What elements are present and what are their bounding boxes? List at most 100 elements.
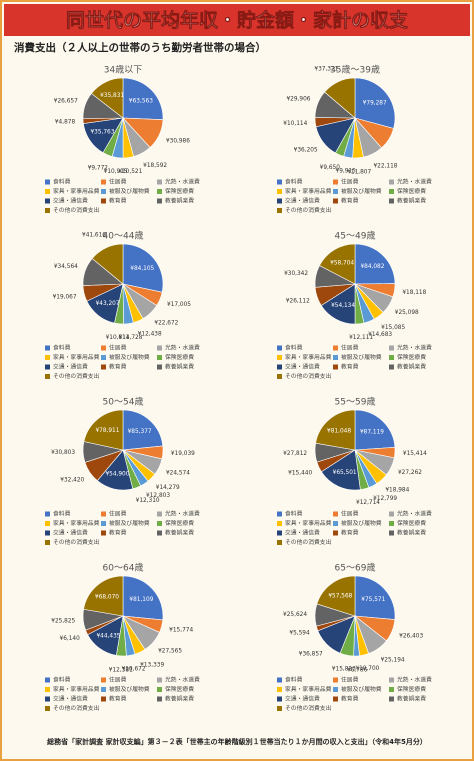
legend-label: 家具・家事用品費 (53, 187, 100, 195)
data-label: ¥75,571 (361, 597, 385, 603)
data-label: ¥10,672 (122, 666, 146, 672)
footer-source: 総務省「家計調査 家計収支編」第３－２表「世帯主の年齢階級別１世帯当たり１か月間… (47, 737, 427, 746)
data-label: ¥85,377 (128, 429, 152, 435)
legend-swatch (277, 198, 282, 204)
legend-swatch (101, 511, 106, 517)
legend-label: その他の消費支出 (285, 538, 332, 546)
data-label: ¥10,114 (283, 121, 307, 127)
legend-swatch (45, 374, 50, 379)
legend-swatch (45, 179, 50, 185)
legend-swatch (101, 179, 106, 185)
legend-swatch (333, 530, 338, 536)
legend-label: 被服及び履物費 (109, 187, 150, 195)
legend-swatch (277, 189, 282, 194)
chart-title: 55～59歳 (335, 396, 376, 408)
legend-label: 教養娯楽費 (397, 363, 426, 371)
legend-label: 交通・通信費 (53, 197, 88, 205)
legend-swatch (45, 530, 50, 536)
legend-swatch (157, 364, 162, 370)
legend-label: 光熱・水道費 (397, 676, 432, 684)
data-label: ¥13,339 (140, 662, 164, 668)
data-label: ¥29,906 (286, 96, 310, 102)
legend-label: 交通・通信費 (285, 363, 320, 371)
data-label: ¥22,672 (154, 320, 178, 326)
data-label: ¥15,440 (288, 471, 312, 477)
data-label: ¥57,568 (328, 593, 352, 599)
data-label: ¥30,803 (51, 450, 75, 456)
legend-swatch (389, 521, 394, 526)
data-label: ¥12,799 (373, 496, 397, 502)
legend-swatch (101, 198, 106, 204)
legend-swatch (157, 696, 162, 702)
legend-label: 教育費 (341, 363, 359, 371)
legend-label: 住居費 (341, 344, 359, 352)
legend-label: 保険医療費 (397, 685, 426, 693)
page-title: 同世代の平均年収・貯金額・家計の収支 (66, 9, 409, 32)
legend-swatch (333, 179, 338, 185)
legend-swatch (45, 189, 50, 194)
pie-slice (354, 575, 396, 620)
data-label: ¥22,118 (373, 164, 397, 170)
data-label: ¥18,118 (402, 290, 426, 296)
legend-label: 教育費 (109, 529, 127, 537)
legend-swatch (389, 179, 394, 185)
legend-swatch (101, 189, 106, 194)
data-label: ¥87,119 (360, 429, 384, 435)
legend-label: 食料費 (53, 510, 71, 518)
legend-label: 食料費 (53, 344, 71, 352)
legend-label: 保険医療費 (397, 353, 426, 361)
pie-slice (315, 409, 356, 451)
legend-label: 光熱・水道費 (165, 178, 200, 186)
legend-label: 交通・通信費 (285, 197, 320, 205)
legend-label: 保険医療費 (397, 187, 426, 195)
legend-swatch (277, 687, 282, 692)
subtitle: 消費支出（２人以上の世帯のうち勤労者世帯の場合） (14, 41, 266, 54)
pie-slice (122, 243, 164, 293)
data-label: ¥17,005 (167, 302, 191, 308)
data-label: ¥79,287 (363, 100, 387, 106)
legend-label: 教育費 (109, 695, 127, 703)
data-label: ¥26,112 (286, 299, 310, 305)
legend-swatch (277, 355, 282, 360)
data-label: ¥36,205 (294, 148, 318, 154)
data-label: ¥32,420 (60, 478, 84, 484)
legend-label: 被服及び履物費 (341, 353, 382, 361)
legend-label: 被服及び履物費 (109, 353, 150, 361)
data-label: ¥18,592 (143, 163, 167, 169)
legend-swatch (389, 355, 394, 360)
pie-slice (319, 243, 356, 285)
legend-swatch (101, 355, 106, 360)
chart-title: 35歳～39歳 (330, 64, 380, 76)
data-label: ¥12,310 (136, 498, 160, 504)
data-label: ¥81,048 (327, 429, 351, 435)
legend-swatch (333, 198, 338, 204)
legend-label: 家具・家事用品費 (285, 685, 332, 693)
data-label: ¥15,823 (332, 666, 356, 672)
data-label: ¥25,624 (283, 612, 307, 618)
legend-label: 教育費 (341, 695, 359, 703)
legend-label: 家具・家事用品費 (53, 519, 100, 527)
legend-label: 食料費 (285, 676, 303, 684)
legend-label: 教養娯楽費 (397, 197, 426, 205)
legend-label: 教育費 (341, 529, 359, 537)
data-label: ¥24,574 (166, 470, 190, 476)
legend-label: 教育費 (341, 197, 359, 205)
chart-title: 50～54歳 (103, 396, 144, 408)
legend-label: その他の消費支出 (53, 206, 100, 214)
pie-slice (83, 575, 124, 617)
data-label: ¥9,772 (88, 165, 109, 171)
data-label: ¥27,262 (398, 470, 422, 476)
pie-slice (122, 575, 164, 621)
pie-slice (354, 77, 396, 129)
legend-label: 住居費 (341, 510, 359, 518)
pie-slice (91, 243, 124, 285)
legend-swatch (277, 179, 282, 185)
legend-label: 被服及び履物費 (109, 519, 150, 527)
data-label: ¥10,915 (104, 169, 128, 175)
legend-label: 教養娯楽費 (165, 197, 194, 205)
legend-label: 食料費 (53, 676, 71, 684)
data-label: ¥68,070 (95, 595, 119, 601)
legend-label: 家具・家事用品費 (53, 685, 100, 693)
legend-swatch (101, 345, 106, 351)
